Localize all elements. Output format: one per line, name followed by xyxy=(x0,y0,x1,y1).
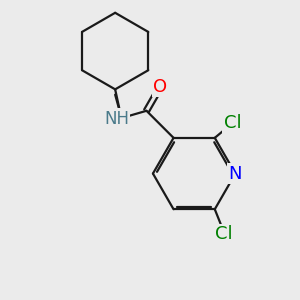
Text: NH: NH xyxy=(104,110,129,128)
Text: N: N xyxy=(229,165,242,183)
Text: Cl: Cl xyxy=(224,114,241,132)
Text: O: O xyxy=(153,78,167,96)
Text: Cl: Cl xyxy=(215,225,232,243)
